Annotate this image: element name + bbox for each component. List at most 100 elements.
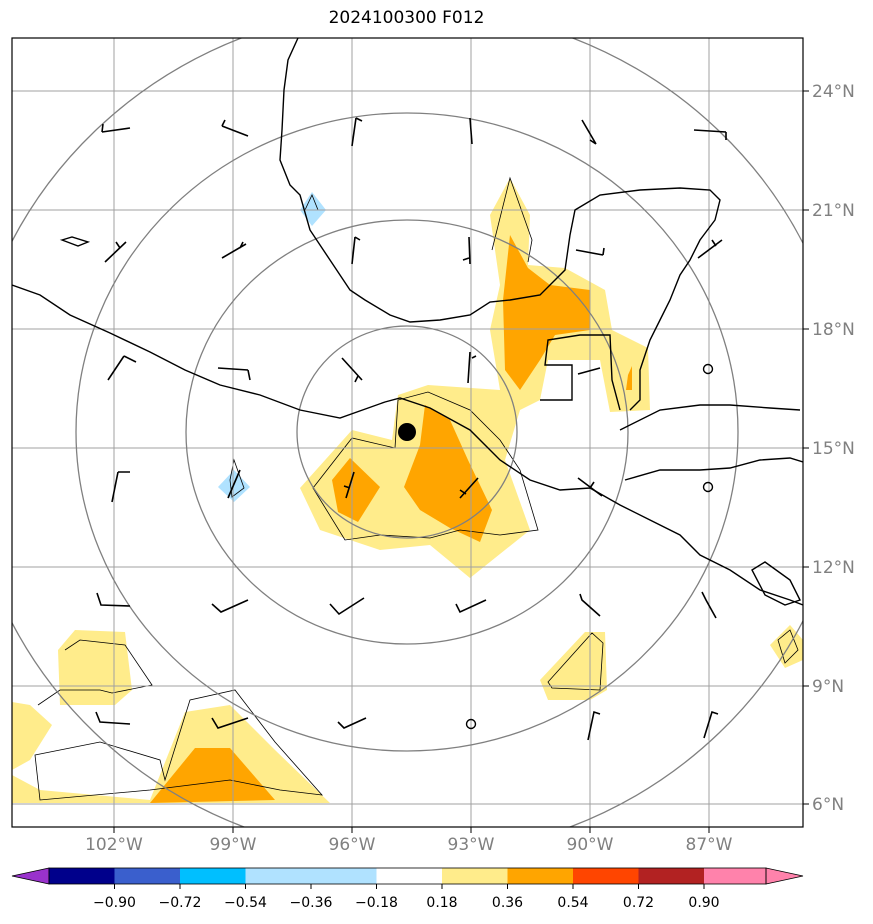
colorbar-tick-label: 0.36 bbox=[492, 895, 523, 911]
colorbar-extend-high bbox=[765, 867, 804, 885]
wind-barb bbox=[95, 711, 131, 725]
colorbar-tick-label: 0.54 bbox=[557, 895, 588, 911]
border-line bbox=[540, 334, 621, 411]
map-frame-border bbox=[11, 37, 804, 828]
calm-wind-circles bbox=[465, 363, 714, 730]
range-ring bbox=[185, 219, 629, 645]
contour-line bbox=[491, 176, 533, 263]
colorbar-tick-label: −0.90 bbox=[93, 895, 136, 911]
colorbar-tick-label: −0.54 bbox=[224, 895, 267, 911]
wind-barb bbox=[693, 129, 727, 140]
wind-barb bbox=[104, 241, 127, 263]
lon-label: 96°W bbox=[329, 835, 376, 855]
contour-line bbox=[312, 391, 539, 541]
coastline-mexico-pacific bbox=[12, 284, 803, 606]
wind-barb bbox=[575, 247, 605, 256]
anomaly-fill-yellow bbox=[300, 178, 650, 578]
calm-wind-circle bbox=[702, 363, 714, 375]
colorbar-segment bbox=[442, 868, 508, 884]
colorbar-segment bbox=[573, 868, 639, 884]
colorbar-segment bbox=[245, 868, 311, 884]
colorbar-tick-label: −0.36 bbox=[290, 895, 333, 911]
wind-barb bbox=[343, 471, 355, 499]
colorbar-segment bbox=[49, 868, 115, 884]
wind-barb bbox=[221, 119, 249, 137]
wind-barb bbox=[579, 593, 601, 617]
coastline-honduras bbox=[624, 457, 803, 481]
wind-barb bbox=[462, 236, 471, 265]
wind-barb bbox=[469, 117, 473, 145]
wind-barb bbox=[341, 357, 363, 383]
range-rings bbox=[12, 38, 803, 827]
lon-label: 93°W bbox=[448, 835, 495, 855]
wind-barbs bbox=[95, 117, 727, 741]
wind-barb bbox=[351, 117, 363, 147]
wind-barb bbox=[581, 119, 597, 145]
anomaly-fill-orange bbox=[332, 458, 380, 522]
anomaly-fill-yellow bbox=[12, 702, 52, 770]
wind-barb bbox=[111, 471, 130, 503]
colorbar-tick-label: 0.72 bbox=[623, 895, 654, 911]
colorbar: −0.90 −0.72 −0.54 −0.36 −0.18 0.18 0.36 … bbox=[11, 867, 804, 911]
anomaly-fill-orange bbox=[150, 748, 275, 803]
wind-barb bbox=[577, 367, 601, 375]
lat-label: 6°N bbox=[812, 795, 844, 815]
contour-line bbox=[37, 639, 153, 706]
lon-ticks bbox=[113, 827, 710, 833]
colorbar-segment bbox=[638, 868, 704, 884]
colorbar-tick-label: 0.90 bbox=[688, 895, 719, 911]
coastlines bbox=[12, 38, 803, 606]
colorbar-segment bbox=[180, 868, 246, 884]
lon-label: 87°W bbox=[686, 835, 733, 855]
lon-label: 99°W bbox=[210, 835, 257, 855]
lat-label: 18°N bbox=[812, 320, 855, 340]
colorbar-segment bbox=[704, 868, 766, 884]
colorbar-tick-label: −0.18 bbox=[355, 895, 398, 911]
lat-label: 24°N bbox=[812, 82, 855, 102]
calm-wind-circle bbox=[465, 718, 477, 730]
colorbar-tick-label: −0.72 bbox=[159, 895, 202, 911]
contour-line bbox=[34, 689, 323, 801]
wind-barb bbox=[96, 592, 131, 607]
anomaly-fill-yellow bbox=[58, 630, 132, 705]
colorbar-segment bbox=[376, 868, 442, 884]
range-ring bbox=[75, 112, 739, 752]
wind-barb bbox=[217, 367, 251, 381]
wind-barb bbox=[467, 351, 477, 384]
lat-label: 9°N bbox=[812, 677, 844, 697]
wind-barb bbox=[107, 355, 137, 381]
lat-label: 15°N bbox=[812, 439, 855, 459]
colorbar-extend-low bbox=[11, 867, 50, 885]
wind-barb bbox=[227, 469, 241, 499]
map-title: 2024100300 F012 bbox=[328, 8, 485, 28]
wind-barb bbox=[211, 717, 249, 729]
lat-labels: 24°N 21°N 18°N 15°N 12°N 9°N 6°N bbox=[812, 82, 855, 815]
anomaly-fill-orange bbox=[404, 405, 492, 542]
anomaly-fill-orange bbox=[626, 366, 632, 390]
wind-barb bbox=[587, 710, 601, 741]
colorbar-tick-label: 0.18 bbox=[426, 895, 457, 911]
coastline-island bbox=[59, 236, 91, 247]
range-ring bbox=[296, 325, 518, 539]
wind-barb bbox=[337, 717, 367, 729]
lon-label: 90°W bbox=[567, 835, 614, 855]
lat-label: 12°N bbox=[812, 558, 855, 578]
coastline-gulf-west bbox=[279, 38, 721, 411]
wind-barb bbox=[577, 477, 603, 497]
wind-barb bbox=[221, 241, 247, 259]
wind-barb bbox=[697, 239, 723, 259]
anomaly-fill-orange bbox=[503, 235, 590, 390]
lon-label: 102°W bbox=[85, 835, 143, 855]
colorbar-segment bbox=[114, 868, 180, 884]
wind-barb bbox=[211, 599, 249, 613]
wind-barb bbox=[459, 477, 479, 499]
calm-wind-circle bbox=[702, 481, 714, 493]
significance-contours bbox=[34, 176, 799, 801]
wind-barb bbox=[101, 123, 131, 133]
coastline-central-america bbox=[619, 404, 801, 431]
lat-label: 21°N bbox=[812, 201, 855, 221]
wind-barb bbox=[455, 599, 487, 614]
wind-barb bbox=[703, 710, 719, 739]
lat-ticks bbox=[803, 90, 809, 805]
